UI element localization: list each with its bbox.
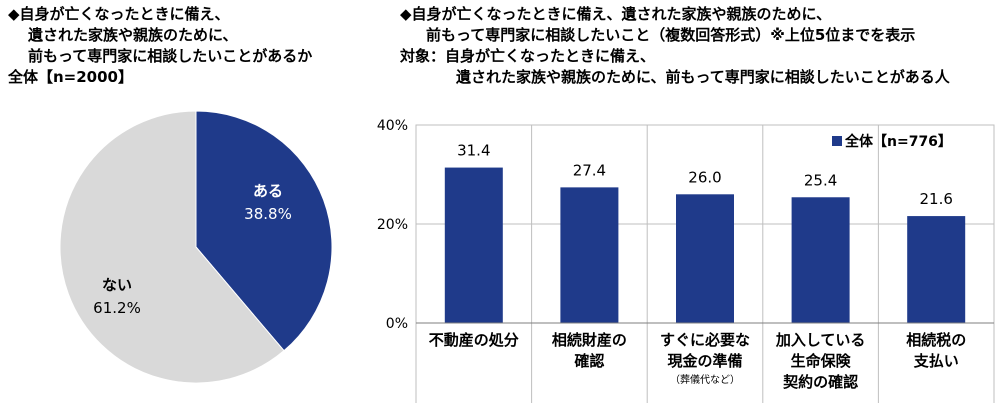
x-tick-label: 相続財産の <box>552 331 627 349</box>
y-tick-label: 20% <box>377 217 408 233</box>
bar-4 <box>791 197 850 323</box>
x-tick-label: 現金の準備 <box>667 352 742 370</box>
bar-3 <box>676 194 734 323</box>
right-title-line-1: ◆自身が亡くなったときに備え、遺された家族や親族のために、 <box>400 5 832 23</box>
legend-swatch <box>832 136 842 146</box>
legend-label: 全体【n=776】 <box>844 133 952 150</box>
x-tick-label: 確認 <box>573 352 604 370</box>
x-tick-label: 加入している <box>775 331 866 349</box>
bar-data-label: 25.4 <box>804 171 837 189</box>
x-tick-label: 不動産の処分 <box>429 331 519 349</box>
bar-data-label: 21.6 <box>919 190 952 208</box>
right-title-line-3: 対象：自身が亡くなったときに備え、 <box>400 47 656 65</box>
pie-slice-1 <box>195 110 333 352</box>
left-chart-title: ◆自身が亡くなったときに備え、 遺された家族や親族のために、 前もって専門家に相… <box>8 4 312 88</box>
pie-slice-label: ない <box>102 276 132 294</box>
bar-data-label: 31.4 <box>457 142 490 160</box>
x-tick-note: （葬儀代など） <box>670 373 740 386</box>
left-title-line-2: 遺された家族や親族のために、 <box>28 26 238 44</box>
x-tick-label: すぐに必要な <box>660 331 750 349</box>
x-tick-label: 生命保険 <box>791 352 852 370</box>
x-tick-label: 支払い <box>913 352 959 370</box>
right-title-line-2: 前もって専門家に相談したいこと（複数回答形式）※上位5位までを表示 <box>426 26 916 44</box>
y-tick-label: 0% <box>386 316 408 332</box>
pie-slice-value: 61.2% <box>93 299 141 317</box>
right-chart-title: ◆自身が亡くなったときに備え、遺された家族や親族のために、 前もって専門家に相談… <box>400 4 950 88</box>
x-tick-label: 相続税の <box>906 331 966 349</box>
bar-5 <box>907 216 966 323</box>
right-title-line-4: 遺された家族や親族のために、前もって専門家に相談したいことがある人 <box>456 68 950 86</box>
left-title-line-3: 前もって専門家に相談したいことがあるか <box>28 47 313 65</box>
left-title-line-1: ◆自身が亡くなったときに備え、 <box>8 5 230 23</box>
pie-slice-label: ある <box>253 182 283 200</box>
x-tick-label: 契約の確認 <box>782 373 858 391</box>
bar-1 <box>444 167 503 323</box>
bar-data-label: 27.4 <box>573 161 606 179</box>
bar-2 <box>560 187 619 323</box>
left-title-line-4: 全体【n=2000】 <box>8 68 133 86</box>
bar-data-label: 26.0 <box>688 168 721 186</box>
pie-slice-2 <box>59 110 285 384</box>
y-tick-label: 40% <box>377 118 408 134</box>
pie-slice-value: 38.8% <box>244 205 292 223</box>
